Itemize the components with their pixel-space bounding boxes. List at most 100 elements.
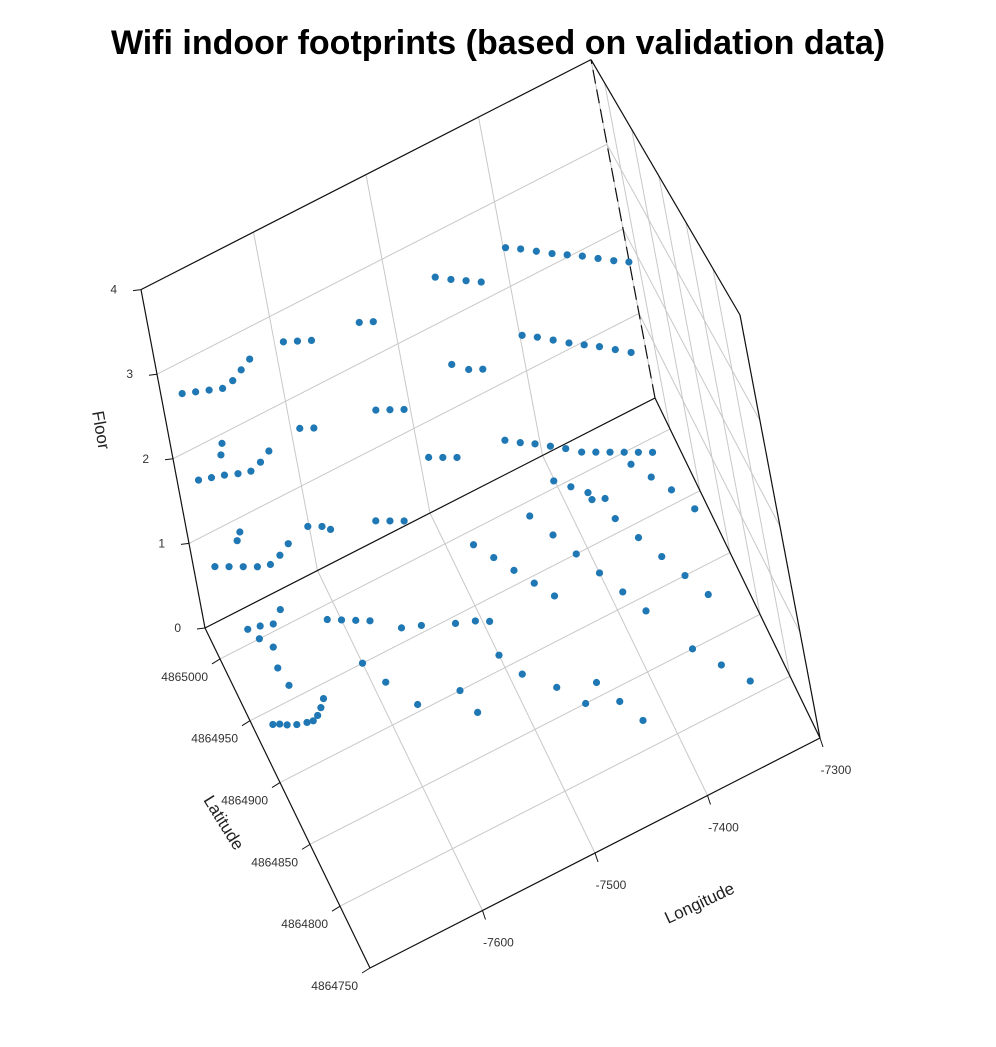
data-point	[397, 624, 406, 632]
data-point	[479, 365, 487, 373]
data-point	[471, 617, 479, 625]
data-point	[414, 700, 422, 709]
grid-line	[429, 512, 596, 854]
y-tick-label: 4864750	[311, 979, 358, 993]
data-point	[606, 448, 614, 456]
data-point	[518, 331, 526, 339]
data-point	[501, 244, 510, 252]
data-point	[517, 245, 525, 253]
data-point	[256, 458, 265, 466]
data-point	[372, 406, 380, 414]
data-point	[610, 257, 618, 265]
data-point	[425, 453, 433, 461]
data-point	[667, 486, 676, 494]
data-point	[220, 471, 229, 479]
y-tick-mark	[241, 720, 251, 727]
y-tick-mark	[211, 658, 221, 665]
data-point	[681, 571, 689, 580]
data-point	[533, 333, 541, 341]
y-tick-mark	[361, 967, 371, 974]
data-point	[369, 318, 377, 326]
data-point	[548, 249, 556, 258]
data-point	[247, 467, 255, 475]
data-point	[417, 621, 425, 630]
data-point	[382, 678, 390, 686]
data-point	[462, 277, 470, 285]
data-point	[642, 607, 650, 615]
data-point	[293, 720, 301, 729]
data-point	[293, 337, 302, 345]
data-point	[550, 592, 559, 600]
grid-line	[249, 490, 701, 722]
grid-line	[156, 143, 608, 375]
data-point	[474, 708, 482, 716]
data-point	[265, 447, 273, 455]
data-point	[562, 444, 570, 453]
data-point	[366, 617, 374, 625]
data-point	[634, 448, 642, 456]
data-point	[244, 625, 252, 633]
grid-line	[339, 675, 791, 907]
data-point	[447, 275, 455, 284]
data-point	[253, 563, 262, 571]
data-point	[296, 424, 304, 432]
z-tick-label: 4	[110, 283, 117, 297]
y-tick-label: 4864850	[251, 855, 298, 869]
data-point	[355, 318, 363, 327]
data-point	[501, 436, 509, 444]
box-edge	[204, 627, 371, 969]
grid-line	[317, 570, 483, 911]
data-point	[234, 470, 242, 478]
data-point	[595, 569, 604, 577]
data-point	[691, 505, 699, 513]
z-axis-label: Floor	[88, 409, 113, 451]
data-point	[549, 336, 557, 344]
data-point	[469, 541, 478, 549]
data-point	[285, 681, 293, 689]
data-point	[567, 483, 575, 491]
x-tick-mark	[482, 910, 486, 920]
grid-line	[172, 228, 624, 460]
data-point	[276, 720, 284, 728]
data-point	[207, 474, 216, 482]
grid-line	[188, 312, 640, 544]
data-point	[303, 718, 311, 727]
data-point	[284, 540, 292, 548]
data-point	[309, 717, 317, 725]
data-point	[317, 704, 325, 712]
data-point	[276, 605, 284, 614]
z-tick-mark	[148, 373, 158, 376]
box-edge	[590, 59, 656, 399]
grid-line	[219, 428, 671, 660]
data-point	[611, 345, 619, 354]
data-point	[563, 251, 571, 259]
data-point	[233, 537, 241, 545]
x-tick-mark	[594, 852, 599, 863]
data-point	[431, 273, 439, 281]
data-point	[616, 697, 624, 706]
data-point	[580, 341, 588, 349]
y-tick-label: 4865000	[161, 670, 208, 684]
data-points	[178, 244, 754, 729]
grid-line	[542, 455, 708, 796]
x-axis-label: Longitude	[662, 879, 738, 928]
data-point	[307, 336, 316, 344]
x-tick-mark	[819, 737, 824, 748]
data-point	[546, 442, 554, 450]
y-tick-label: 4864900	[221, 794, 268, 808]
data-point	[592, 678, 601, 687]
data-point	[269, 643, 277, 651]
data-point	[456, 686, 464, 695]
data-point	[594, 254, 602, 263]
data-point	[304, 522, 312, 531]
data-point	[439, 453, 447, 462]
data-point	[526, 512, 534, 520]
data-point	[314, 711, 322, 720]
data-point	[448, 360, 456, 369]
chart-title: Wifi indoor footprints (based on validat…	[110, 24, 886, 62]
x-tick-label: -7500	[596, 878, 627, 892]
data-point	[276, 551, 284, 559]
data-point	[516, 439, 524, 447]
data-point	[601, 494, 609, 503]
box-edge	[140, 59, 592, 291]
